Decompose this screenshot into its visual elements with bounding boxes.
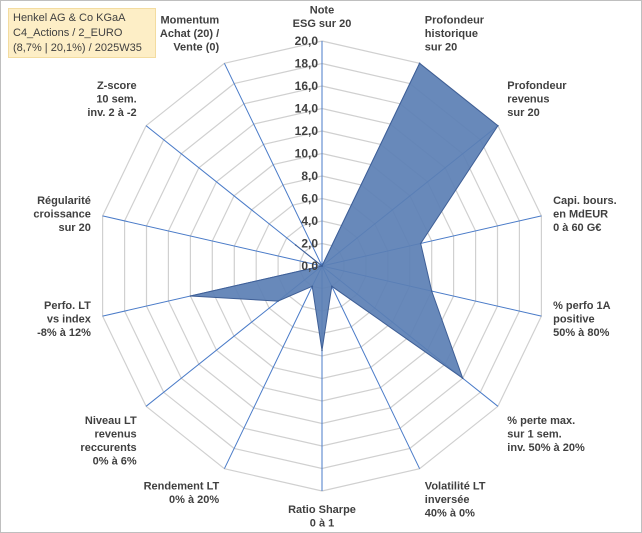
tick-label: 18,0 (295, 57, 319, 71)
axis-label-line: revenus (94, 428, 136, 440)
axis-label: Ratio Sharpe 0 à 1 (288, 504, 356, 530)
data-point (321, 265, 323, 267)
axis-label: Volatilité LT inversée 40% à 0% (425, 481, 486, 520)
axis-label: Régularité croissance sur 20 (33, 195, 90, 234)
axis-spoke (321, 265, 421, 469)
data-point (497, 124, 499, 127)
axis-label-line: Note (310, 5, 334, 17)
tick-label: 4,0 (301, 214, 318, 228)
axis-label: Rendement LT 0% à 20% (144, 481, 220, 507)
axis-label-line: Achat (20) / (160, 28, 219, 40)
axis-label-line: ESG sur 20 (293, 18, 352, 30)
axis-label-line: Volatilité LT (425, 481, 486, 493)
axis-label-line: croissance (33, 208, 90, 220)
axis-label: Profondeur revenus sur 20 (507, 80, 567, 119)
radar-series (189, 62, 499, 380)
radial-tick-labels: 0,0 2,0 4,0 6,0 8,0 10,0 12,0 14,0 16,0 18,0 20,0 (295, 34, 319, 273)
axis-label-line: historique (425, 28, 478, 40)
axis-label-line: Profondeur (425, 15, 485, 27)
axis-label-line: -8% à 12% (37, 327, 91, 339)
data-point (294, 244, 297, 246)
axis-label-line: vs index (47, 314, 92, 326)
data-point (189, 295, 192, 297)
data-point (331, 285, 333, 288)
tick-label: 10,0 (295, 147, 319, 161)
tick-label: 2,0 (301, 237, 318, 251)
tick-label: 16,0 (295, 79, 319, 93)
axis-labels: Note ESG sur 20 Profondeur historique sur 20… (33, 5, 616, 530)
data-point (430, 290, 433, 292)
axis-label-line: % perte max. (507, 415, 575, 427)
data-point (418, 62, 421, 65)
axis-label-line: positive (553, 314, 595, 326)
axis-label-line: Vente (0) (173, 42, 219, 54)
axis-label-line: Momentum (161, 15, 220, 27)
axis-label-line: Perfo. LT (44, 300, 91, 312)
axis-label-line: Z-score (97, 80, 137, 92)
axis-label: Momentum Achat (20) / Vente (0) (160, 15, 220, 54)
axis-label-line: 0% à 6% (93, 455, 137, 467)
data-point (419, 242, 422, 245)
axis-label-line: inversée (425, 494, 470, 506)
axis-label-line: 0% à 20% (169, 494, 219, 506)
axis-spoke (223, 265, 323, 469)
axis-label-line: % perfo 1A (553, 300, 611, 312)
data-point (321, 349, 323, 352)
data-point (277, 300, 279, 302)
axis-spoke (223, 63, 323, 267)
axis-label-line: 50% à 80% (553, 327, 609, 339)
axis-label: Capi. bours. en MdEUR 0 à 60 G€ (553, 195, 617, 234)
chart-title-box: Henkel AG & Co KGaA C4_Actions / 2_EURO … (8, 8, 156, 58)
axis-label-line: 40% à 0% (425, 508, 475, 520)
axis-label-line: Profondeur (507, 80, 567, 92)
axis-label-line: 10 sem. (96, 94, 136, 106)
axis-label: Profondeur historique sur 20 (425, 15, 485, 54)
axis-label-line: inv. 2 à -2 (87, 107, 136, 119)
tick-label: 12,0 (295, 124, 319, 138)
tick-label: 6,0 (301, 192, 318, 206)
axis-spoke (102, 215, 323, 267)
axis-label: % perte max. sur 1 sem. inv. 50% à 20% (507, 415, 585, 454)
axis-label: Note ESG sur 20 (293, 5, 352, 31)
axis-label-line: reccurents (80, 442, 136, 454)
title-period: (8,7% | 20,1%) / 2025W35 (13, 42, 142, 54)
axis-label-line: 0 à 1 (310, 518, 334, 530)
axis-label-line: sur 20 (58, 222, 90, 234)
axis-label: Perfo. LT vs index -8% à 12% (37, 300, 92, 339)
axis-label-line: Capi. bours. (553, 195, 617, 207)
tick-label: 20,0 (295, 34, 319, 48)
axis-label-line: Rendement LT (144, 481, 220, 493)
axis-label-line: 0 à 60 G€ (553, 222, 601, 234)
title-category: C4_Actions / 2_EURO (13, 27, 123, 39)
data-point (461, 377, 464, 380)
axis-label: Z-score 10 sem. inv. 2 à -2 (87, 80, 136, 119)
tick-label: 14,0 (295, 102, 319, 116)
axis-label-line: sur 20 (507, 107, 539, 119)
axis-label: Niveau LT revenus reccurents 0% à 6% (80, 415, 137, 468)
series-area (190, 62, 499, 380)
axis-label-line: sur 1 sem. (507, 428, 561, 440)
axis-label: % perfo 1A positive 50% à 80% (553, 300, 611, 339)
axis-label-line: Régularité (37, 195, 91, 207)
axis-label-line: revenus (507, 94, 549, 106)
axis-label-line: Niveau LT (85, 415, 137, 427)
title-company: Henkel AG & Co KGaA (13, 12, 126, 24)
tick-label: 0,0 (301, 259, 318, 273)
tick-label: 8,0 (301, 169, 318, 183)
axis-label-line: sur 20 (425, 42, 457, 54)
axis-label-line: Ratio Sharpe (288, 504, 356, 516)
axis-spoke (145, 125, 323, 267)
axis-label-line: inv. 50% à 20% (507, 442, 585, 454)
axis-label-line: en MdEUR (553, 208, 608, 220)
data-point (311, 285, 314, 288)
